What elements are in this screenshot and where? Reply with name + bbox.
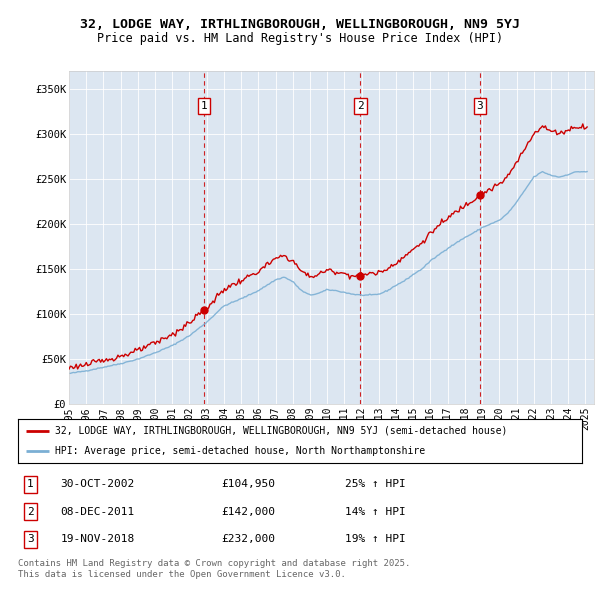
- Text: 19% ↑ HPI: 19% ↑ HPI: [345, 534, 406, 544]
- Text: HPI: Average price, semi-detached house, North Northamptonshire: HPI: Average price, semi-detached house,…: [55, 446, 425, 456]
- Text: 25% ↑ HPI: 25% ↑ HPI: [345, 480, 406, 490]
- Text: £142,000: £142,000: [221, 507, 275, 517]
- Text: 32, LODGE WAY, IRTHLINGBOROUGH, WELLINGBOROUGH, NN9 5YJ: 32, LODGE WAY, IRTHLINGBOROUGH, WELLINGB…: [80, 18, 520, 31]
- Text: 2: 2: [357, 101, 364, 111]
- Text: 19-NOV-2018: 19-NOV-2018: [60, 534, 134, 544]
- Text: 1: 1: [200, 101, 207, 111]
- Text: 14% ↑ HPI: 14% ↑ HPI: [345, 507, 406, 517]
- Text: 2: 2: [27, 507, 34, 517]
- Text: 3: 3: [27, 534, 34, 544]
- Text: 30-OCT-2002: 30-OCT-2002: [60, 480, 134, 490]
- Text: This data is licensed under the Open Government Licence v3.0.: This data is licensed under the Open Gov…: [18, 570, 346, 579]
- Text: Contains HM Land Registry data © Crown copyright and database right 2025.: Contains HM Land Registry data © Crown c…: [18, 559, 410, 568]
- Text: 3: 3: [476, 101, 484, 111]
- Text: £232,000: £232,000: [221, 534, 275, 544]
- Text: 1: 1: [27, 480, 34, 490]
- Text: £104,950: £104,950: [221, 480, 275, 490]
- Text: 08-DEC-2011: 08-DEC-2011: [60, 507, 134, 517]
- Text: 32, LODGE WAY, IRTHLINGBOROUGH, WELLINGBOROUGH, NN9 5YJ (semi-detached house): 32, LODGE WAY, IRTHLINGBOROUGH, WELLINGB…: [55, 426, 507, 436]
- Text: Price paid vs. HM Land Registry's House Price Index (HPI): Price paid vs. HM Land Registry's House …: [97, 32, 503, 45]
